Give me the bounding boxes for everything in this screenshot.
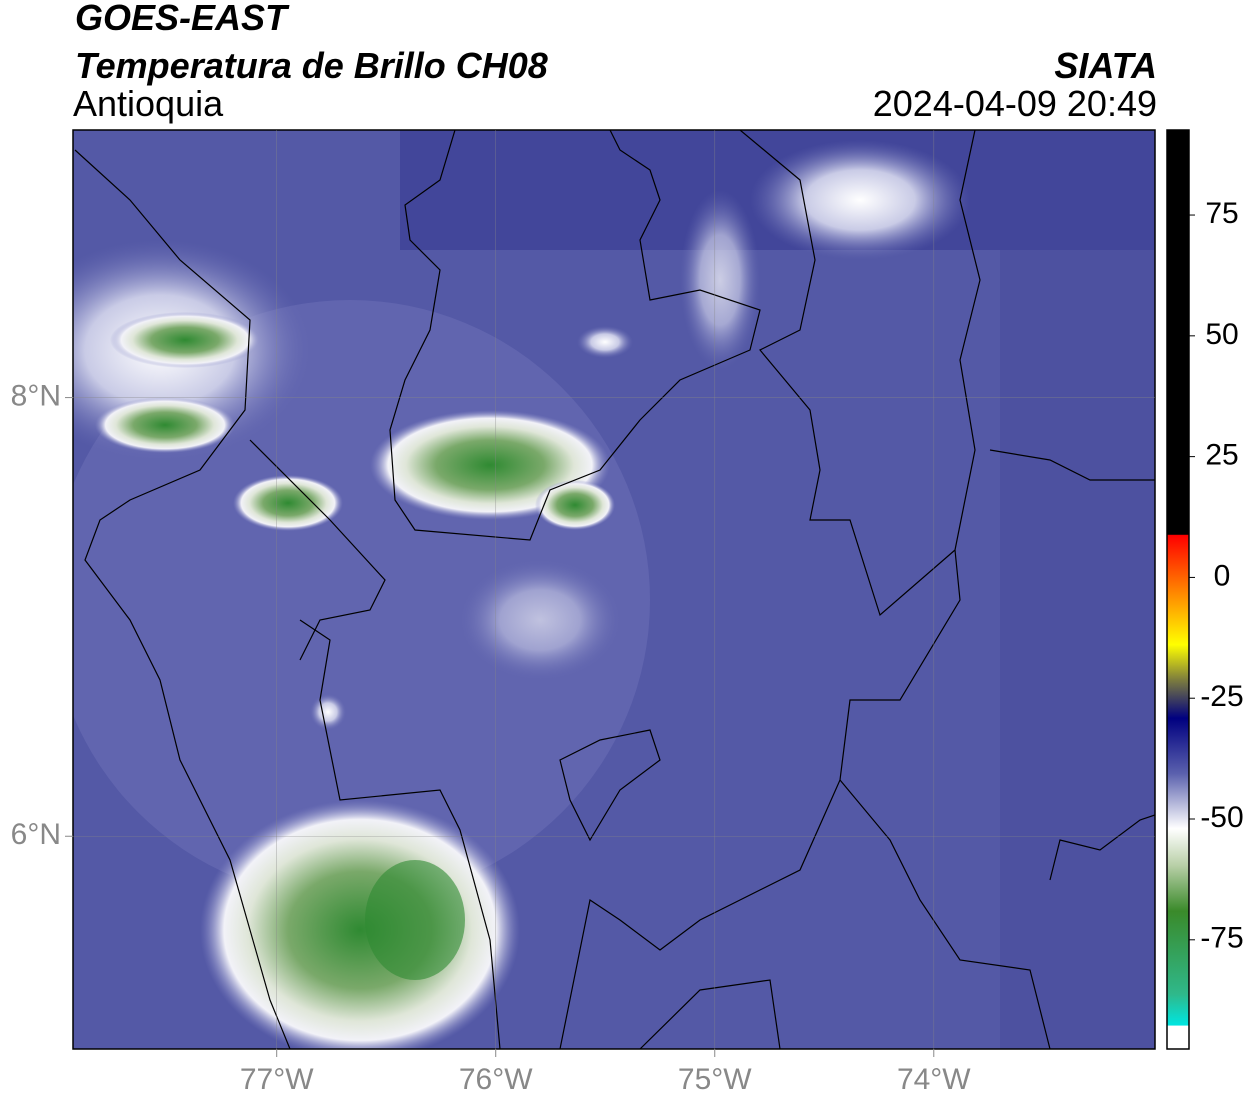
lon-tick-label: 77°W bbox=[240, 1063, 314, 1096]
datetime: 2024-04-09 20:49 bbox=[872, 83, 1157, 124]
colorbar-tick-label: -25 bbox=[1200, 680, 1243, 713]
lat-tick-label: 8°N bbox=[11, 380, 61, 413]
satellite-image bbox=[73, 130, 1155, 1049]
colorbar-tick-label: 25 bbox=[1205, 439, 1238, 472]
colorbar-tick-label: 0 bbox=[1214, 559, 1231, 592]
colorbar-tick-label: 75 bbox=[1205, 197, 1238, 230]
map-frame bbox=[72, 129, 1156, 1050]
region: Antioquia bbox=[73, 83, 224, 124]
colorbar bbox=[1166, 129, 1190, 1050]
colorbar-tick-label: -50 bbox=[1200, 801, 1243, 834]
lon-tick-label: 76°W bbox=[459, 1063, 533, 1096]
source: SIATA bbox=[1054, 45, 1157, 86]
lon-tick-label: 75°W bbox=[678, 1063, 752, 1096]
colorbar-tick-label: 50 bbox=[1205, 318, 1238, 351]
lon-tick-label: 74°W bbox=[897, 1063, 971, 1096]
colorbar-tick-label: -75 bbox=[1200, 922, 1243, 955]
title-satellite: GOES-EAST bbox=[75, 0, 288, 38]
title-product: Temperatura de Brillo CH08 bbox=[75, 45, 548, 86]
lat-tick-label: 6°N bbox=[11, 818, 61, 851]
